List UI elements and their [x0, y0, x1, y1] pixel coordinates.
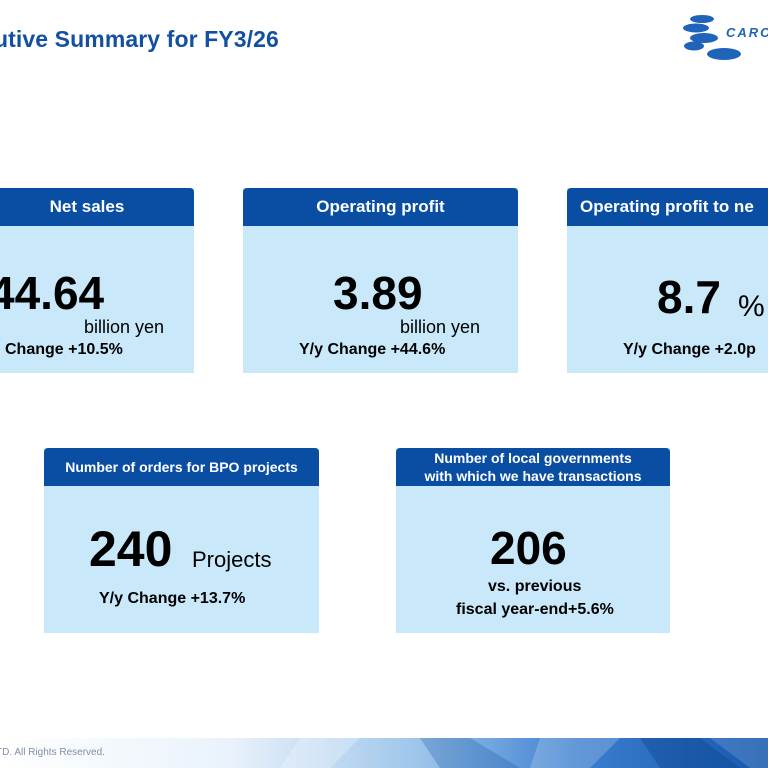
bpo-orders-value: 240	[89, 521, 173, 577]
net-sales-header: Net sales	[0, 188, 194, 226]
local-governments-card: Number of local governments with which w…	[396, 448, 670, 633]
operating-profit-change: Y/y Change +44.6%	[299, 341, 446, 358]
local-governments-change-line2: fiscal year-end+5.6%	[456, 601, 614, 618]
local-governments-change-line1: vs. previous	[488, 578, 582, 595]
stacked-ellipses-logo-icon	[683, 15, 741, 60]
company-logo: CARO	[680, 12, 768, 64]
copyright-text: TD. All Rights Reserved.	[0, 747, 105, 758]
footer-band: TD. All Rights Reserved.	[0, 738, 768, 768]
operating-profit-card: Operating profit 3.89 billion yen Y/y Ch…	[243, 188, 518, 373]
bpo-orders-card: Number of orders for BPO projects 240 Pr…	[44, 448, 319, 633]
local-governments-header: Number of local governments with which w…	[396, 448, 670, 486]
bpo-orders-change: Y/y Change +13.7%	[99, 590, 246, 607]
operating-profit-value: 3.89	[333, 267, 423, 319]
logo-text: CARO	[726, 25, 768, 40]
operating-margin-card: Operating profit to ne 8.7 % Y/y Change …	[567, 188, 768, 373]
operating-margin-unit: %	[738, 290, 765, 323]
operating-margin-header: Operating profit to ne	[567, 188, 768, 226]
operating-margin-value: 8.7	[657, 271, 721, 323]
operating-margin-change: Y/y Change +2.0p	[623, 341, 756, 358]
operating-profit-header: Operating profit	[243, 188, 518, 226]
local-governments-header-line2: with which we have transactions	[424, 468, 642, 484]
net-sales-card: Net sales 44.64 billion yen Change +10.5…	[0, 188, 194, 373]
net-sales-unit: billion yen	[84, 317, 165, 337]
net-sales-value: 44.64	[0, 267, 105, 319]
local-governments-header-line1: Number of local governments	[434, 450, 632, 466]
bpo-orders-unit: Projects	[192, 547, 272, 572]
net-sales-change: Change +10.5%	[5, 341, 123, 358]
page-title: utive Summary for FY3/26	[0, 26, 279, 52]
local-governments-value: 206	[490, 522, 567, 574]
operating-profit-unit: billion yen	[400, 317, 481, 337]
footer-pattern	[280, 738, 768, 768]
bpo-orders-header: Number of orders for BPO projects	[44, 448, 319, 486]
